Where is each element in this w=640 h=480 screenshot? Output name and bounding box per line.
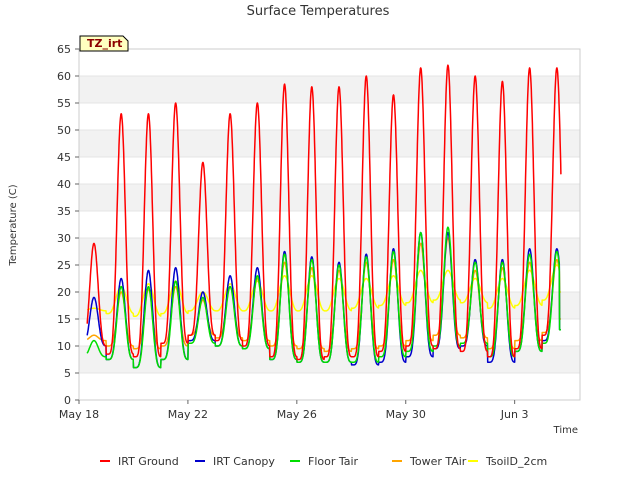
x-tick-label: May 22 [168, 408, 208, 421]
series-line-floor-tair [86, 226, 562, 369]
x-tick-label: May 30 [386, 408, 426, 421]
legend-label: IRT Ground [118, 455, 179, 468]
x-tick-label: May 18 [59, 408, 99, 421]
x-tick-label: May 26 [277, 408, 317, 421]
x-tick-label: Jun 3 [500, 408, 529, 421]
y-tick-label: 65 [57, 43, 71, 56]
series-lines [86, 64, 562, 369]
legend-label: Tower TAir [409, 455, 467, 468]
y-tick-label: 15 [57, 313, 71, 326]
legend-label: IRT Canopy [213, 455, 275, 468]
y-tick-label: 5 [64, 367, 71, 380]
y-tick-label: 60 [57, 70, 71, 83]
y-tick-label: 30 [57, 232, 71, 245]
y-tick-label: 55 [57, 97, 71, 110]
x-axis: May 18 May 22 May 26 May 30 Jun 3 [59, 400, 529, 421]
y-tick-label: 10 [57, 340, 71, 353]
y-tick-label: 45 [57, 151, 71, 164]
y-tick-label: 35 [57, 205, 71, 218]
series-line-irt-ground [86, 64, 562, 361]
legend-label: TsoilD_2cm [485, 455, 547, 468]
grid-band [79, 76, 580, 103]
y-axis-label: Temperature (C) [8, 184, 19, 266]
y-tick-label: 20 [57, 286, 71, 299]
x-axis-label: Time [553, 425, 578, 436]
plot-frame [78, 48, 581, 401]
y-tick-label: 50 [57, 124, 71, 137]
y-axis: 0 5 10 15 20 25 30 35 40 45 50 55 60 65 [57, 43, 79, 407]
y-tick-label: 40 [57, 178, 71, 191]
y-tick-label: 25 [57, 259, 71, 272]
tz-badge: TZ_irt [79, 35, 129, 52]
tz-badge-label: TZ_irt [87, 37, 122, 50]
grid-band [79, 130, 580, 157]
legend: IRT Ground IRT Canopy Floor Tair Tower TAir… [100, 455, 547, 468]
y-tick-label: 0 [64, 394, 71, 407]
grid-band [79, 184, 580, 211]
chart-title: Surface Temperatures [247, 4, 390, 19]
legend-label: Floor Tair [308, 455, 359, 468]
tz-badge-box [79, 35, 129, 52]
